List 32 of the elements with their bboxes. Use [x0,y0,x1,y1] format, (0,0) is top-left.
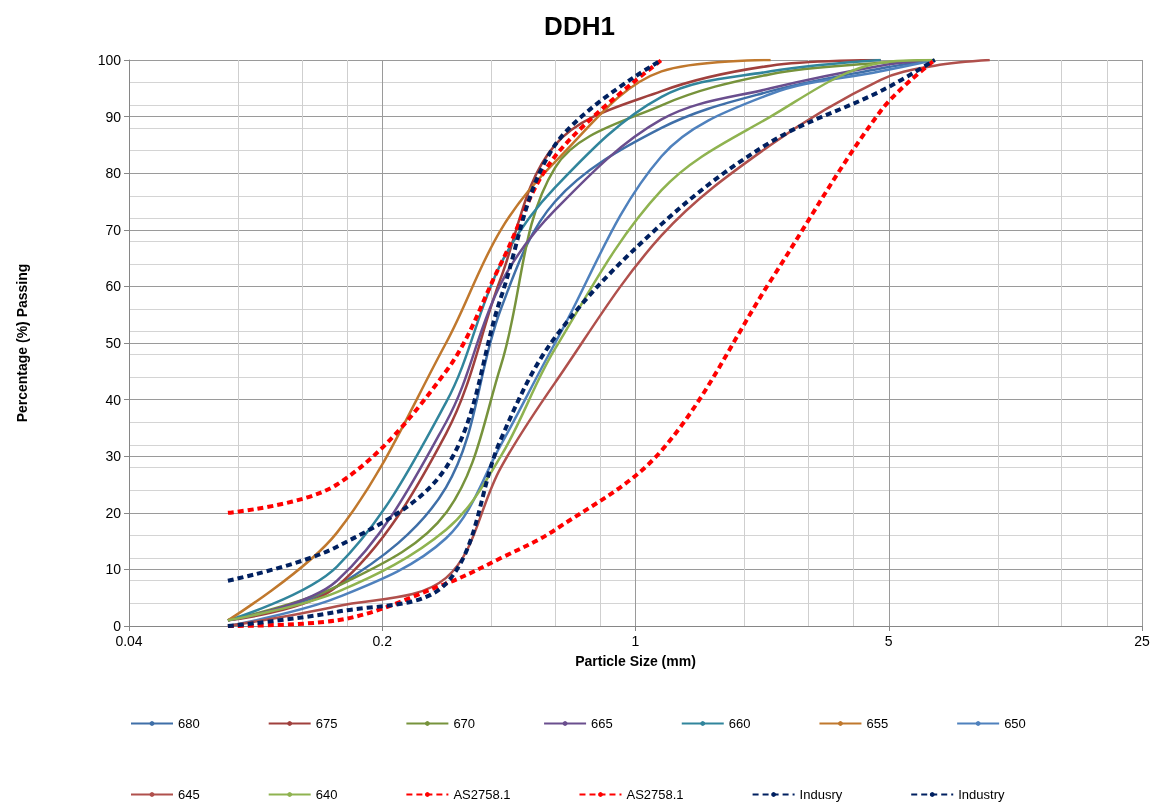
y-tick-label: 30 [105,448,122,465]
legend-label: 650 [1004,716,1026,731]
x-tick-label: 5 [884,633,893,649]
y-tick-label: 10 [105,561,122,578]
chart-title: DDH1 [544,11,615,41]
legend-label: AS2758.1 [453,787,511,802]
legend-label: AS2758.1 [626,787,684,802]
x-axis-title: Particle Size (mm) [575,653,696,669]
y-tick-label: 60 [105,278,122,295]
x-tick-label: 1 [631,633,640,649]
y-tick-label: 90 [105,108,122,125]
legend-label: 670 [453,716,476,731]
legend-label: Indusry [799,787,843,802]
y-axis-title: Percentage (%) Passing [14,263,30,423]
y-tick-label: 0 [113,618,122,634]
x-tick-label: 25 [1134,633,1150,649]
legend-label: 665 [591,716,613,731]
y-tick-label: 50 [105,335,122,351]
legend-label: Industry [958,787,1005,802]
x-tick-label: 0.04 [115,633,143,649]
legend-label: 640 [315,787,338,802]
y-tick-label: 70 [105,221,122,238]
x-tick-label: 0.2 [372,633,393,649]
y-tick-label: 80 [105,165,122,182]
legend-label: 645 [178,787,200,802]
legend-label: 655 [866,716,889,731]
y-tick-label: 20 [105,504,122,521]
y-tick-label: 40 [105,391,122,408]
legend-label: 675 [315,716,338,731]
y-tick-label: 100 [97,52,122,68]
legend-label: 680 [178,716,200,731]
legend-label: 660 [728,716,751,731]
